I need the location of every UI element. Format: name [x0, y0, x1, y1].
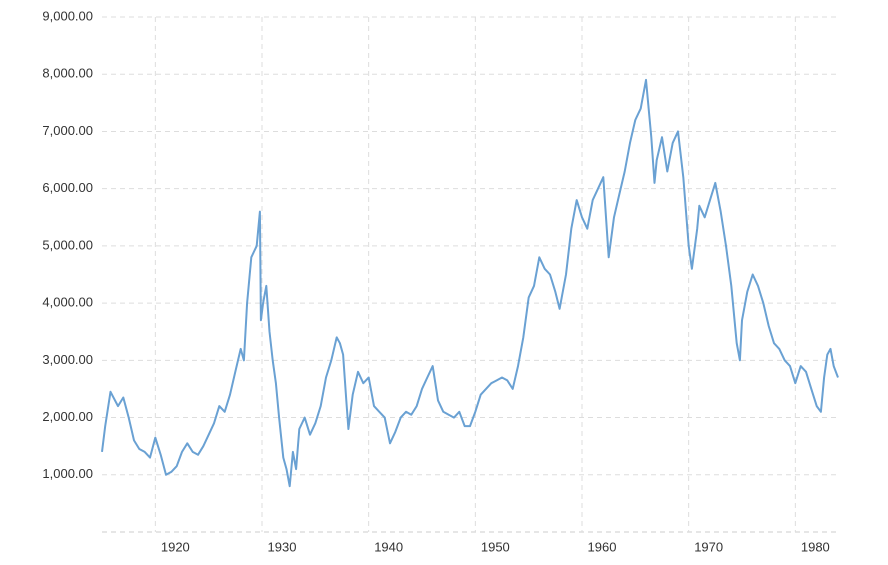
- x-tick-label: 1960: [588, 539, 617, 554]
- x-tick-label: 1930: [268, 539, 297, 554]
- y-tick-label: 7,000.00: [42, 123, 93, 138]
- line-series: [101, 78, 839, 488]
- y-tick-label: 4,000.00: [42, 295, 93, 310]
- y-tick-label: 5,000.00: [42, 237, 93, 252]
- y-tick-label: 8,000.00: [42, 66, 93, 81]
- y-tick-label: 9,000.00: [42, 8, 93, 23]
- x-tick-label: 1970: [694, 539, 723, 554]
- x-tick-label: 1980: [801, 539, 830, 554]
- y-tick-label: 1,000.00: [42, 466, 93, 481]
- x-tick-label: 1950: [481, 539, 510, 554]
- x-tick-label: 1920: [161, 539, 190, 554]
- y-tick-label: 2,000.00: [42, 409, 93, 424]
- y-tick-label: 6,000.00: [42, 180, 93, 195]
- x-tick-label: 1940: [374, 539, 403, 554]
- y-tick-label: 3,000.00: [42, 352, 93, 367]
